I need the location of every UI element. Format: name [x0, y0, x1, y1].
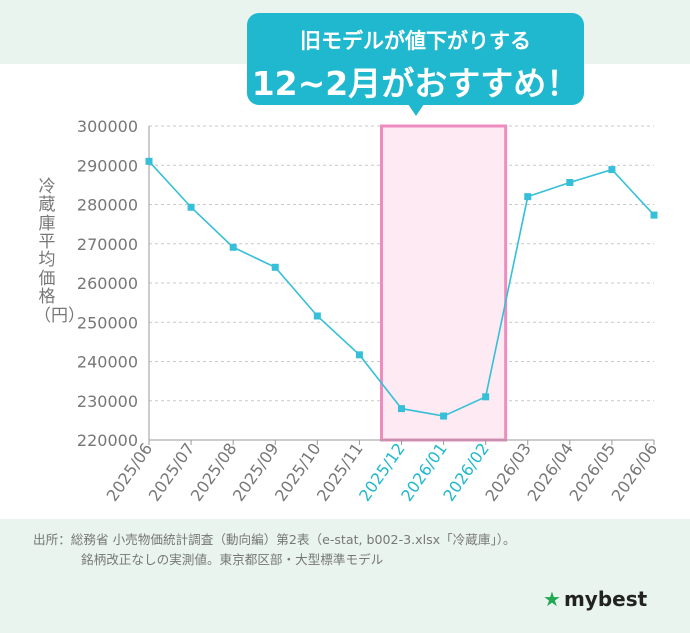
data-point: [608, 166, 616, 174]
y-tick-label: 270000: [77, 235, 138, 254]
y-tick-label: 290000: [77, 156, 138, 175]
data-point: [187, 203, 195, 211]
data-point: [440, 412, 448, 420]
y-axis-label: 冷蔵庫平均価格（円）: [34, 177, 85, 326]
headline-bubble: 旧モデルが値下がりする 12~2月がおすすめ！: [247, 13, 584, 116]
source-note: 出所：総務省 小売物価統計調査（動向編）第2表（e-stat, b002-3.x…: [33, 530, 516, 570]
y-tick-label: 280000: [77, 196, 138, 215]
y-tick-label: 230000: [77, 392, 138, 411]
data-point: [566, 179, 574, 187]
y-tick-label: 240000: [77, 353, 138, 372]
data-point: [145, 157, 153, 165]
data-point: [229, 243, 237, 251]
y-tick-label: 260000: [77, 274, 138, 293]
headline-line2: 12~2月がおすすめ！: [251, 64, 580, 103]
data-point: [271, 263, 279, 271]
logo-text: mybest: [563, 587, 648, 611]
data-point: [524, 193, 532, 201]
y-tick-label: 300000: [77, 117, 138, 136]
chart-panel: [0, 64, 690, 519]
source-line1: 出所：総務省 小売物価統計調査（動向編）第2表（e-stat, b002-3.x…: [33, 532, 516, 547]
highlight-period-box: [380, 124, 508, 442]
y-tick-label: 250000: [77, 313, 138, 332]
star-icon: ★: [543, 587, 561, 611]
mybest-logo: ★ mybest: [543, 587, 647, 611]
headline-line1: 旧モデルが値下がりする: [300, 29, 531, 53]
data-point: [313, 312, 321, 320]
y-tick-label: 220000: [77, 431, 138, 450]
data-point: [482, 393, 490, 401]
data-point: [355, 351, 363, 359]
source-line2: 銘柄改正なしの実測値。東京都区部・大型標準モデル: [81, 552, 384, 568]
data-point: [398, 405, 405, 413]
data-point: [650, 211, 658, 219]
